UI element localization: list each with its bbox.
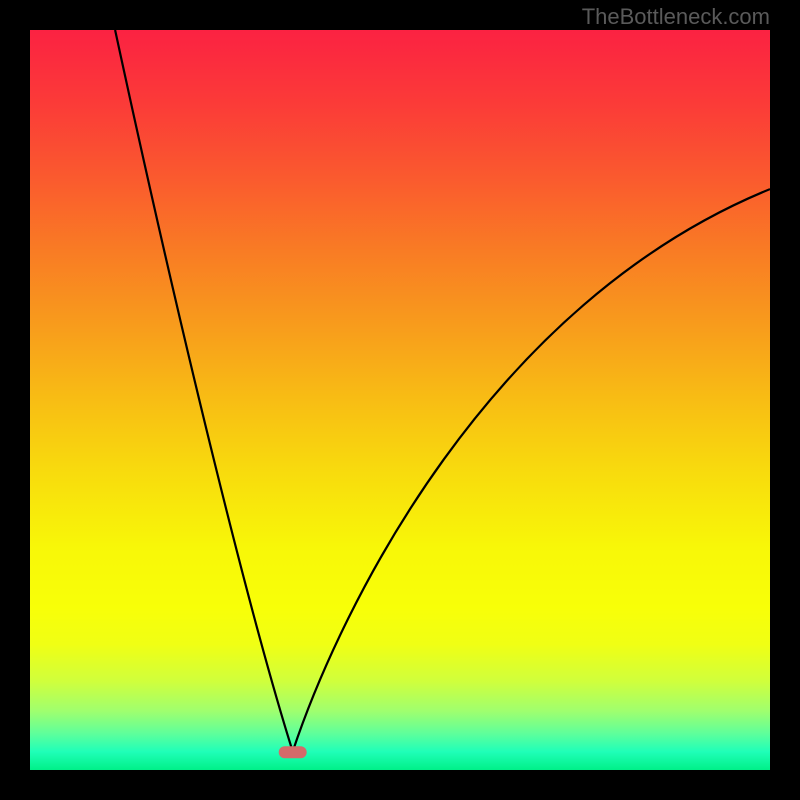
minimum-marker	[279, 746, 307, 758]
watermark-text: TheBottleneck.com	[582, 4, 770, 30]
chart-container: TheBottleneck.com	[0, 0, 800, 800]
bottleneck-curve	[115, 30, 770, 752]
curve-layer	[30, 30, 770, 770]
plot-area	[30, 30, 770, 770]
